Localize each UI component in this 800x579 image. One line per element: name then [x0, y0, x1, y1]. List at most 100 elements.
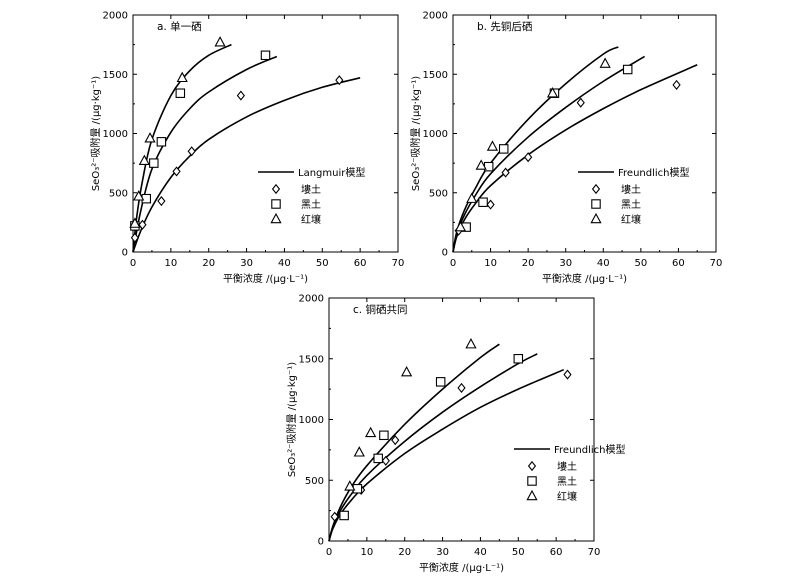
data-point-diamond	[524, 152, 533, 163]
data-point-square	[379, 430, 389, 441]
data-point-diamond	[672, 79, 681, 90]
plot-frame	[452, 14, 717, 253]
x-tick-label: 50	[634, 258, 647, 269]
fit-curve-diamond	[328, 368, 565, 542]
x-tick-label: 0	[326, 547, 332, 558]
legend-marker-square	[271, 199, 281, 209]
legend-label: 红壤	[557, 490, 577, 503]
x-axis-label: 平衡浓度 /(μg·L⁻¹)	[223, 272, 308, 285]
data-point-diamond	[381, 455, 390, 466]
legend-label: 塿土	[301, 183, 321, 196]
data-point-triangle	[138, 154, 150, 166]
data-point-triangle	[365, 426, 377, 438]
legend-label: 塿土	[557, 460, 577, 473]
data-point-square	[260, 50, 271, 61]
y-tick-label: 500	[429, 188, 448, 199]
data-point-diamond	[138, 219, 147, 230]
y-tick-label: 500	[109, 188, 128, 199]
y-tick-label: 0	[318, 537, 324, 548]
fit-curve-square	[328, 353, 538, 542]
y-tick-label: 2000	[423, 11, 448, 22]
panel-title: b. 先铜后硒	[477, 21, 533, 33]
data-point-diamond	[335, 75, 344, 86]
legend-marker-diamond	[591, 183, 601, 195]
data-point-triangle	[599, 57, 611, 68]
x-tick-label: 10	[360, 547, 373, 558]
data-point-square	[435, 377, 446, 387]
y-tick-label: 1000	[103, 129, 128, 140]
data-point-diamond	[330, 511, 339, 522]
data-point-triangle	[400, 365, 413, 377]
legend-marker-triangle	[590, 212, 602, 224]
fit-curve-triangle	[132, 43, 232, 253]
x-tick-label: 70	[588, 547, 601, 558]
legend-label: Langmuir模型	[298, 166, 365, 179]
x-tick-label: 70	[392, 258, 405, 269]
data-point-diamond	[236, 90, 246, 101]
legend-marker-diamond	[271, 183, 281, 195]
y-tick-label: 2000	[299, 294, 324, 305]
data-point-triangle	[176, 71, 188, 83]
data-point-square	[156, 137, 167, 147]
data-point-diamond	[501, 167, 510, 178]
y-axis-label: SeO₃²⁻吸附量 /(μg·kg⁻¹)	[285, 362, 298, 477]
data-point-square	[622, 64, 633, 75]
legend-marker-triangle	[526, 489, 538, 501]
data-point-diamond	[486, 199, 495, 210]
x-tick-label: 30	[436, 547, 449, 558]
x-tick-label: 10	[484, 258, 497, 269]
data-point-square	[175, 88, 186, 98]
y-axis-label: SeO₃²⁻吸附量 /(μg·kg⁻¹)	[409, 76, 422, 191]
legend-label: 红壤	[301, 213, 321, 226]
data-point-triangle	[133, 190, 145, 201]
legend-label: Freundlich模型	[618, 166, 689, 179]
data-point-triangle	[353, 446, 365, 457]
x-tick-label: 30	[240, 258, 253, 269]
chart-panel-3: 0 10 20 30 40 50 60 70 0 500 1000 1500 2000 平衡浓度 /(μg…	[285, 294, 625, 575]
data-point-square	[339, 510, 349, 521]
data-point-triangle	[454, 220, 467, 232]
x-tick-label: 60	[672, 258, 685, 269]
legend-label: 黑土	[557, 475, 577, 488]
y-tick-label: 2000	[103, 11, 128, 22]
x-tick-label: 20	[202, 258, 215, 269]
x-tick-label: 70	[710, 258, 723, 269]
x-tick-label: 50	[316, 258, 329, 269]
fit-curve-diamond	[132, 77, 361, 253]
fit-curve-diamond	[452, 64, 698, 253]
x-tick-label: 20	[522, 258, 535, 269]
data-point-diamond	[172, 166, 181, 177]
legend-label: 塿土	[621, 183, 641, 196]
x-tick-label: 20	[398, 547, 411, 558]
x-tick-label: 40	[278, 258, 291, 269]
data-point-square	[478, 197, 488, 207]
x-tick-label: 0	[130, 258, 136, 269]
x-tick-label: 60	[550, 547, 563, 558]
y-axis-label: SeO₃²⁻吸附量 /(μg·kg⁻¹)	[89, 76, 102, 191]
data-point-triangle	[129, 217, 141, 228]
x-tick-label: 60	[354, 258, 367, 269]
fit-curve-square	[132, 55, 278, 253]
data-point-diamond	[391, 435, 400, 446]
data-point-triangle	[214, 36, 226, 47]
data-point-diamond	[563, 369, 572, 380]
y-tick-label: 1500	[299, 354, 324, 365]
legend-marker-square	[591, 199, 601, 209]
y-tick-label: 1000	[423, 129, 448, 140]
legend-label: 黑土	[301, 198, 321, 211]
plot-frame	[328, 297, 595, 542]
x-axis-label: 平衡浓度 /(μg·L⁻¹)	[419, 561, 504, 574]
data-point-diamond	[157, 195, 166, 207]
x-tick-label: 30	[559, 258, 572, 269]
data-point-diamond	[130, 232, 140, 243]
legend-marker-diamond	[527, 460, 537, 472]
x-tick-label: 40	[474, 547, 487, 558]
x-tick-label: 0	[450, 258, 456, 269]
y-tick-label: 1000	[299, 415, 324, 426]
fit-curve-triangle	[328, 343, 500, 542]
panel-title: c. 铜硒共同	[353, 304, 407, 316]
x-tick-label: 40	[597, 258, 610, 269]
data-point-triangle	[546, 87, 559, 98]
